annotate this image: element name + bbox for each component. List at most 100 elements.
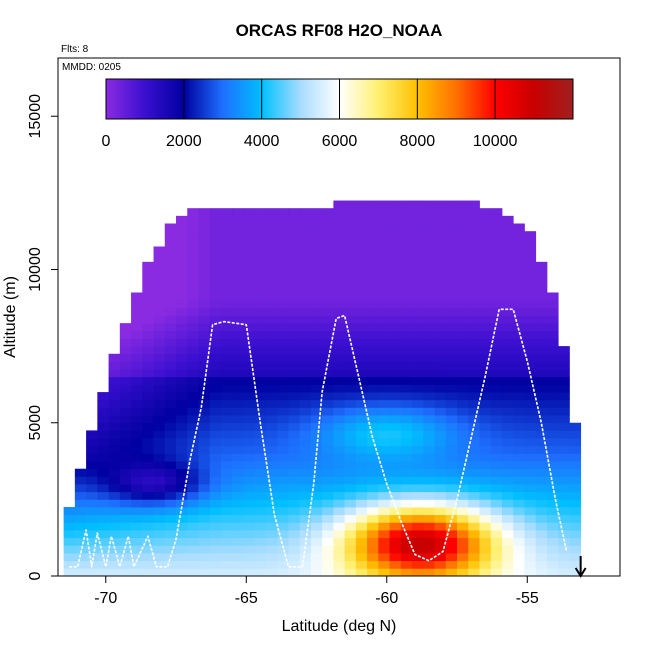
heatmap-cell xyxy=(434,223,447,232)
heatmap-cell xyxy=(535,553,548,562)
heatmap-cell xyxy=(142,315,154,324)
heatmap-cell xyxy=(131,346,143,355)
heatmap-cell xyxy=(119,491,132,500)
heatmap-cell xyxy=(299,269,312,278)
heatmap-cell xyxy=(322,461,334,470)
heatmap-cell xyxy=(86,438,98,447)
heatmap-cell xyxy=(333,369,346,378)
heatmap-cell xyxy=(322,568,334,577)
heatmap-cell xyxy=(265,254,278,263)
heatmap-cell xyxy=(153,537,166,546)
heatmap-cell xyxy=(265,300,278,309)
heatmap-cell xyxy=(176,292,188,301)
heatmap-cell xyxy=(299,215,312,224)
heatmap-cell xyxy=(153,530,166,539)
heatmap-cell xyxy=(254,338,267,347)
heatmap-cell xyxy=(457,568,469,577)
heatmap-cell xyxy=(254,246,267,255)
heatmap-cell xyxy=(535,323,548,332)
date-annotation: MMDD: 0205 xyxy=(62,62,121,73)
heatmap-cell xyxy=(243,491,256,500)
heatmap-cell xyxy=(333,330,346,339)
heatmap-cell xyxy=(97,430,109,439)
heatmap-cell xyxy=(535,499,548,508)
heatmap-cell xyxy=(164,530,177,539)
heatmap-cell xyxy=(310,384,323,393)
heatmap-cell xyxy=(479,384,492,393)
heatmap-cell xyxy=(501,284,514,293)
heatmap-cell xyxy=(97,399,109,408)
heatmap-cell xyxy=(355,392,368,401)
heatmap-cell xyxy=(457,254,469,263)
heatmap-cell xyxy=(176,346,188,355)
heatmap-cell xyxy=(434,361,447,370)
heatmap-cell xyxy=(198,553,211,562)
heatmap-cell xyxy=(131,530,143,539)
heatmap-cell xyxy=(501,307,514,316)
heatmap-cell xyxy=(535,399,548,408)
heatmap-cell xyxy=(344,530,357,539)
heatmap-cell xyxy=(74,537,87,546)
heatmap-cell xyxy=(479,468,492,477)
heatmap-cell xyxy=(344,430,357,439)
heatmap-cell xyxy=(546,522,559,531)
heatmap-cell xyxy=(265,330,278,339)
heatmap-cell xyxy=(153,292,166,301)
heatmap-cell xyxy=(513,499,525,508)
heatmap-cell xyxy=(232,215,244,224)
heatmap-cell xyxy=(254,269,267,278)
heatmap-cell xyxy=(232,231,244,240)
heatmap-cell xyxy=(310,415,323,424)
heatmap-cell xyxy=(445,468,458,477)
heatmap-cell xyxy=(423,231,435,240)
heatmap-cell xyxy=(389,507,402,516)
heatmap-cell xyxy=(501,468,514,477)
heatmap-cell xyxy=(198,369,211,378)
heatmap-cell xyxy=(513,361,525,370)
heatmap-cell xyxy=(198,430,211,439)
heatmap-cell xyxy=(254,292,267,301)
heatmap-cell xyxy=(558,507,570,516)
heatmap-cell xyxy=(344,522,357,531)
heatmap-cell xyxy=(142,361,154,370)
heatmap-cell xyxy=(389,392,402,401)
heatmap-cell xyxy=(187,499,199,508)
heatmap-cell xyxy=(389,353,402,362)
heatmap-cell xyxy=(277,491,289,500)
heatmap-cell xyxy=(220,568,233,577)
heatmap-cell xyxy=(378,246,390,255)
heatmap-cell xyxy=(513,422,525,431)
heatmap-cell xyxy=(265,484,278,493)
heatmap-cell xyxy=(468,422,480,431)
heatmap-cell xyxy=(490,307,503,316)
heatmap-cell xyxy=(187,338,199,347)
heatmap-cell xyxy=(400,277,413,286)
heatmap-cell xyxy=(355,530,368,539)
heatmap-cell xyxy=(367,499,379,508)
heatmap-cell xyxy=(243,246,256,255)
heatmap-cell xyxy=(535,376,548,385)
heatmap-cell xyxy=(535,315,548,324)
heatmap-cell xyxy=(524,376,537,385)
heatmap-cell xyxy=(468,254,480,263)
heatmap-cell xyxy=(423,430,435,439)
heatmap-cell xyxy=(344,200,357,209)
heatmap-cell xyxy=(535,514,548,523)
heatmap-cell xyxy=(254,231,267,240)
heatmap-cell xyxy=(389,422,402,431)
heatmap-cell xyxy=(209,361,222,370)
heatmap-cell xyxy=(198,292,211,301)
heatmap-cell xyxy=(142,384,154,393)
heatmap-cell xyxy=(535,438,548,447)
heatmap-cell xyxy=(131,315,143,324)
heatmap-cell xyxy=(412,422,424,431)
heatmap-cell xyxy=(389,223,402,232)
plot-frame xyxy=(57,57,621,577)
heatmap-cell xyxy=(378,215,390,224)
heatmap-cell xyxy=(288,537,301,546)
heatmap-cell xyxy=(108,545,121,554)
heatmap-cell xyxy=(142,415,154,424)
heatmap-cell xyxy=(310,545,323,554)
heatmap-cell xyxy=(153,261,166,270)
